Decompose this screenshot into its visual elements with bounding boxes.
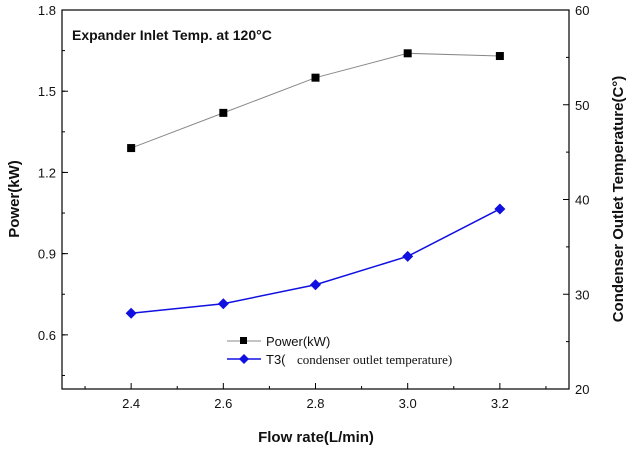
y-right-tick-label: 20 [575, 382, 589, 397]
point-power [311, 73, 320, 82]
point-power [127, 144, 136, 153]
legend-marker-power [240, 337, 247, 344]
y-left-tick-label: 1.8 [38, 3, 56, 18]
series-layer [125, 49, 506, 319]
point-t3 [402, 250, 414, 262]
point-t3 [125, 307, 137, 319]
y-right-tick-label: 40 [575, 193, 589, 208]
y-axis-title-left: Power(kW) [6, 160, 23, 238]
x-tick-label: 2.4 [122, 396, 140, 411]
y-left-tick-label: 0.9 [38, 247, 56, 262]
plot-frame [61, 9, 570, 390]
point-power [403, 49, 412, 58]
y-right-tick-label: 30 [575, 287, 589, 302]
y-left-tick-label: 1.5 [38, 84, 56, 99]
point-t3 [217, 298, 229, 310]
point-t3 [310, 279, 321, 291]
y-right-tick-label: 50 [575, 98, 589, 113]
series-line-t3 [131, 208, 501, 314]
legend-label-t3-rest: condenser outlet temperature) [297, 352, 452, 367]
y-axis-title-right: Condenser Outlet Temperature(C°) [610, 76, 627, 323]
ticks-layer: 2.4 2.6 2.8 3.0 3.2 0.6 0.9 1.2 1.5 1.8 20 30 40 50 60 [38, 3, 590, 411]
x-tick-label: 2.8 [306, 396, 324, 411]
x-tick-label: 3.0 [399, 396, 417, 411]
x-axis-title: Flow rate(L/min) [258, 429, 374, 446]
legend: Power(kW) T3( condenser outlet temperatu… [227, 334, 452, 367]
point-power [219, 108, 228, 117]
y-right-tick-label: 60 [575, 3, 589, 18]
x-tick-label: 3.2 [491, 396, 509, 411]
legend-marker-t3 [239, 354, 249, 364]
point-t3 [494, 203, 506, 215]
legend-label-t3-prefix: T3( [266, 352, 286, 367]
annotation-text: Expander Inlet Temp. at 120°C [72, 27, 272, 43]
y-left-tick-label: 1.2 [38, 165, 56, 180]
series-line-power [130, 52, 500, 149]
y-left-tick-label: 0.6 [38, 328, 56, 343]
point-power [495, 52, 504, 61]
legend-label-power: Power(kW) [266, 334, 330, 349]
x-tick-label: 2.6 [214, 396, 232, 411]
